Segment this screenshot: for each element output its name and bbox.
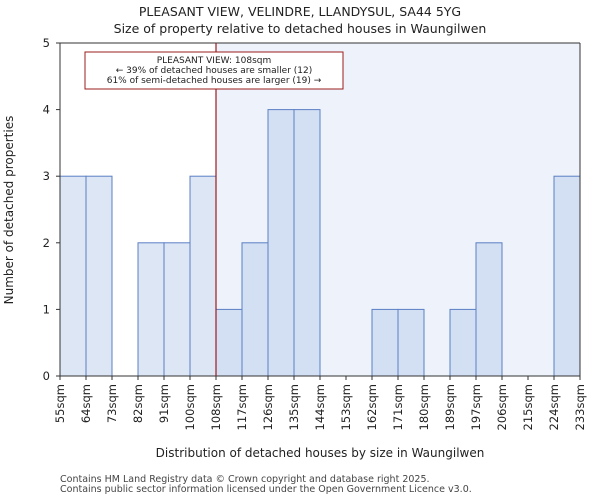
- x-tick-label: 126sqm: [261, 384, 275, 430]
- y-tick-label: 5: [43, 36, 50, 50]
- y-tick-label: 2: [43, 236, 50, 250]
- x-tick-label: 189sqm: [443, 384, 457, 430]
- y-tick-label: 1: [43, 302, 50, 316]
- x-tick-label: 55sqm: [53, 384, 67, 423]
- histogram-bar: [397, 308, 425, 377]
- x-tick-label: 73sqm: [105, 384, 119, 423]
- chart-title: PLEASANT VIEW, VELINDRE, LLANDYSUL, SA44…: [138, 4, 462, 19]
- x-tick-label: 91sqm: [157, 384, 171, 423]
- y-axis-title: Number of detached properties: [2, 116, 16, 305]
- x-tick-label: 233sqm: [573, 384, 587, 430]
- x-tick-label: 153sqm: [339, 384, 353, 430]
- x-tick-label: 197sqm: [469, 384, 483, 430]
- x-tick-label: 82sqm: [131, 384, 145, 423]
- x-tick-label: 162sqm: [365, 384, 379, 430]
- x-tick-label: 224sqm: [547, 384, 561, 430]
- y-tick-label: 3: [43, 169, 50, 183]
- y-tick-label: 4: [43, 103, 50, 117]
- histogram-bar: [475, 242, 503, 377]
- chart-subtitle: Size of property relative to detached ho…: [113, 21, 487, 36]
- annotation-line-2: ← 39% of detached houses are smaller (12…: [116, 66, 313, 76]
- x-tick-label: 144sqm: [313, 384, 327, 430]
- annotation-line-3: 61% of semi-detached houses are larger (…: [107, 76, 322, 86]
- histogram-bar: [189, 175, 217, 377]
- histogram-bar: [449, 308, 477, 377]
- footer-licence: Contains public sector information licen…: [60, 484, 472, 495]
- histogram-bar: [137, 242, 165, 377]
- histogram-bar: [371, 308, 399, 377]
- histogram-bar: [241, 242, 269, 377]
- x-axis-title: Distribution of detached houses by size …: [156, 446, 485, 460]
- annotation-line-1: PLEASANT VIEW: 108sqm: [157, 56, 272, 66]
- histogram-bar: [293, 109, 321, 377]
- x-tick-label: 117sqm: [235, 384, 249, 430]
- histogram-bar: [553, 175, 581, 377]
- x-tick-label: 206sqm: [495, 384, 509, 430]
- histogram-bar: [163, 242, 191, 377]
- x-tick-label: 171sqm: [391, 384, 405, 430]
- x-tick-label: 100sqm: [183, 384, 197, 430]
- footer-copyright: Contains HM Land Registry data © Crown c…: [60, 474, 430, 485]
- x-tick-label: 215sqm: [521, 384, 535, 430]
- histogram-bar: [59, 175, 87, 377]
- histogram-bar: [267, 109, 295, 377]
- x-tick-label: 180sqm: [417, 384, 431, 430]
- annotation-box: [84, 51, 344, 90]
- x-tick-label: 135sqm: [287, 384, 301, 430]
- y-tick-label: 0: [43, 369, 50, 383]
- histogram-bar: [85, 175, 113, 377]
- x-tick-label: 108sqm: [209, 384, 223, 430]
- x-tick-label: 64sqm: [79, 384, 93, 423]
- histogram-bar: [215, 308, 243, 377]
